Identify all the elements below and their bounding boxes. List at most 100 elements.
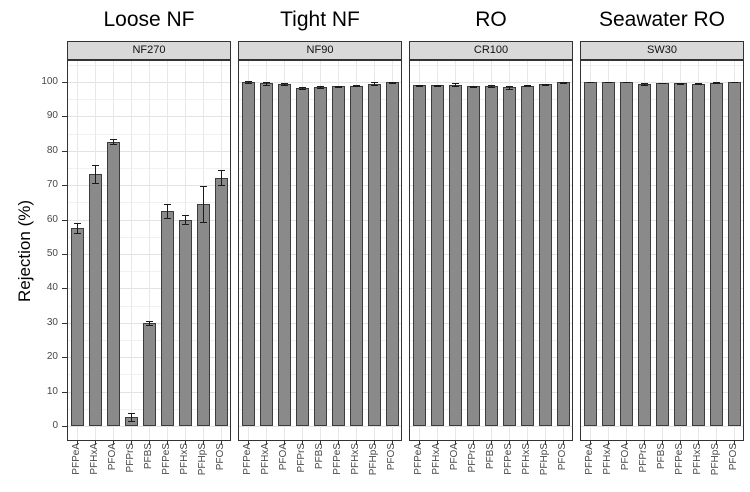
y-tick-mark	[62, 254, 67, 255]
x-tick-label-pfhxa: PFHxA	[260, 443, 271, 475]
bar-pfoa	[278, 84, 291, 426]
x-tick-label-pfhxa: PFHxA	[89, 443, 100, 475]
error-bar-stem	[221, 170, 222, 185]
error-bar-cap-top	[128, 412, 135, 414]
error-bar-stem	[266, 81, 267, 86]
bar-pfbs	[485, 86, 498, 426]
y-tick-mark	[62, 288, 67, 290]
bar-pfhxs	[179, 220, 192, 426]
y-tick-mark	[62, 322, 67, 324]
x-tick-mark	[95, 441, 96, 445]
facet-column: RO CR100 PFPeA PFHxA PFOA PFPrS PFBS PFPeS PFHxS…	[409, 0, 573, 492]
error-bar-cap-bottom	[506, 88, 513, 90]
plot-panel	[409, 60, 573, 441]
y-tick-label: 60	[46, 213, 58, 225]
facet-column: Loose NF NF270 PFPeA PFHxA PFOA PFPrS PFBS PFPe…	[67, 0, 231, 492]
plot-area	[68, 61, 230, 440]
bar-pfhxs	[521, 86, 534, 426]
error-bar-cap-bottom	[263, 85, 270, 87]
x-tick-label-pfhps: PFHpS	[368, 443, 379, 476]
x-tick-label-pfhxa: PFHxA	[431, 443, 442, 475]
bar-pfos	[557, 82, 570, 426]
error-bar-stem	[149, 321, 150, 325]
error-bar-cap-bottom	[317, 87, 324, 89]
bar-pfos	[728, 82, 741, 426]
gridline-vertical	[131, 61, 132, 440]
x-tick-mark	[131, 441, 132, 445]
error-bar-cap-top	[182, 214, 189, 216]
x-tick-label-pfbs: PFBS	[143, 443, 154, 470]
y-tick-label: 20	[46, 351, 58, 363]
bar-pfhxa	[89, 174, 102, 426]
x-tick-label-pfprs: PFPrS	[125, 443, 136, 473]
error-bar-stem	[374, 82, 375, 86]
bar-pfhxs	[692, 84, 705, 426]
error-bar-cap-bottom	[371, 85, 378, 87]
error-bar-cap-bottom	[74, 233, 81, 235]
error-bar-cap-top	[371, 82, 378, 84]
facet-title: Tight NF	[280, 8, 360, 31]
error-bar-cap-bottom	[731, 82, 738, 84]
x-tick-label-pfpea: PFPeA	[71, 443, 82, 475]
facet-title: Seawater RO	[598, 8, 726, 31]
facet-strip-label: NF270	[67, 41, 231, 60]
error-bar-cap-top	[713, 82, 720, 84]
facet-strip-label: CR100	[409, 41, 573, 60]
bar-pfpes	[503, 87, 516, 426]
x-tick-mark	[644, 441, 645, 445]
x-tick-label-pfhxa: PFHxA	[602, 443, 613, 475]
x-tick-label-pfpea: PFPeA	[413, 443, 424, 475]
error-bar-cap-bottom	[281, 85, 288, 87]
error-bar-stem	[131, 412, 132, 422]
bar-pfpes	[674, 83, 687, 426]
error-bar-stem	[302, 86, 303, 89]
plot-panel	[67, 60, 231, 441]
error-bar-stem	[185, 214, 186, 225]
error-bar-cap-bottom	[713, 83, 720, 85]
bar-pfhps	[197, 204, 210, 426]
x-tick-label-pfhps: PFHpS	[710, 443, 721, 476]
x-tick-mark	[374, 441, 375, 445]
x-tick-mark	[680, 441, 681, 445]
x-tick-label-pfprs: PFPrS	[467, 443, 478, 473]
error-bar-stem	[491, 84, 492, 88]
x-tick-label-pfhps: PFHpS	[197, 443, 208, 476]
plot-area	[239, 61, 401, 440]
x-tick-mark	[392, 441, 393, 445]
error-bar-cap-top	[452, 83, 459, 85]
error-bar-cap-bottom	[542, 84, 549, 86]
x-tick-label-pfos: PFOS	[728, 443, 739, 471]
x-tick-mark	[698, 441, 699, 445]
facet-title: Loose NF	[103, 8, 195, 31]
x-tick-mark	[113, 441, 114, 445]
bar-pfhps	[539, 84, 552, 426]
bar-pfhxs	[350, 86, 363, 426]
error-bar-cap-bottom	[164, 217, 171, 219]
error-bar-cap-bottom	[353, 86, 360, 88]
bar-pfbs	[314, 87, 327, 426]
error-bar-cap-bottom	[110, 144, 117, 146]
bar-pfpes	[161, 211, 174, 426]
error-bar-cap-top	[146, 321, 153, 323]
bar-pfoa	[449, 85, 462, 426]
bar-pfpea	[413, 85, 426, 426]
error-bar-cap-top	[218, 170, 225, 172]
x-tick-mark	[149, 441, 150, 445]
x-tick-mark	[320, 441, 321, 445]
x-tick-mark	[545, 441, 546, 445]
x-tick-label-pfoa: PFOA	[449, 443, 460, 471]
error-bar-cap-bottom	[524, 86, 531, 88]
error-bar-cap-top	[335, 85, 342, 87]
error-bar-cap-top	[731, 81, 738, 83]
x-tick-mark	[248, 441, 249, 445]
x-tick-label-pfos: PFOS	[557, 443, 568, 471]
x-tick-label-pfoa: PFOA	[620, 443, 631, 471]
error-bar-cap-bottom	[218, 184, 225, 186]
error-bar-cap-top	[470, 85, 477, 87]
bar-pfbs	[143, 323, 156, 426]
error-bar-cap-bottom	[389, 82, 396, 84]
bar-pfpes	[332, 86, 345, 426]
x-tick-label-pfhxs: PFHxS	[179, 443, 190, 475]
x-tick-mark	[734, 441, 735, 445]
